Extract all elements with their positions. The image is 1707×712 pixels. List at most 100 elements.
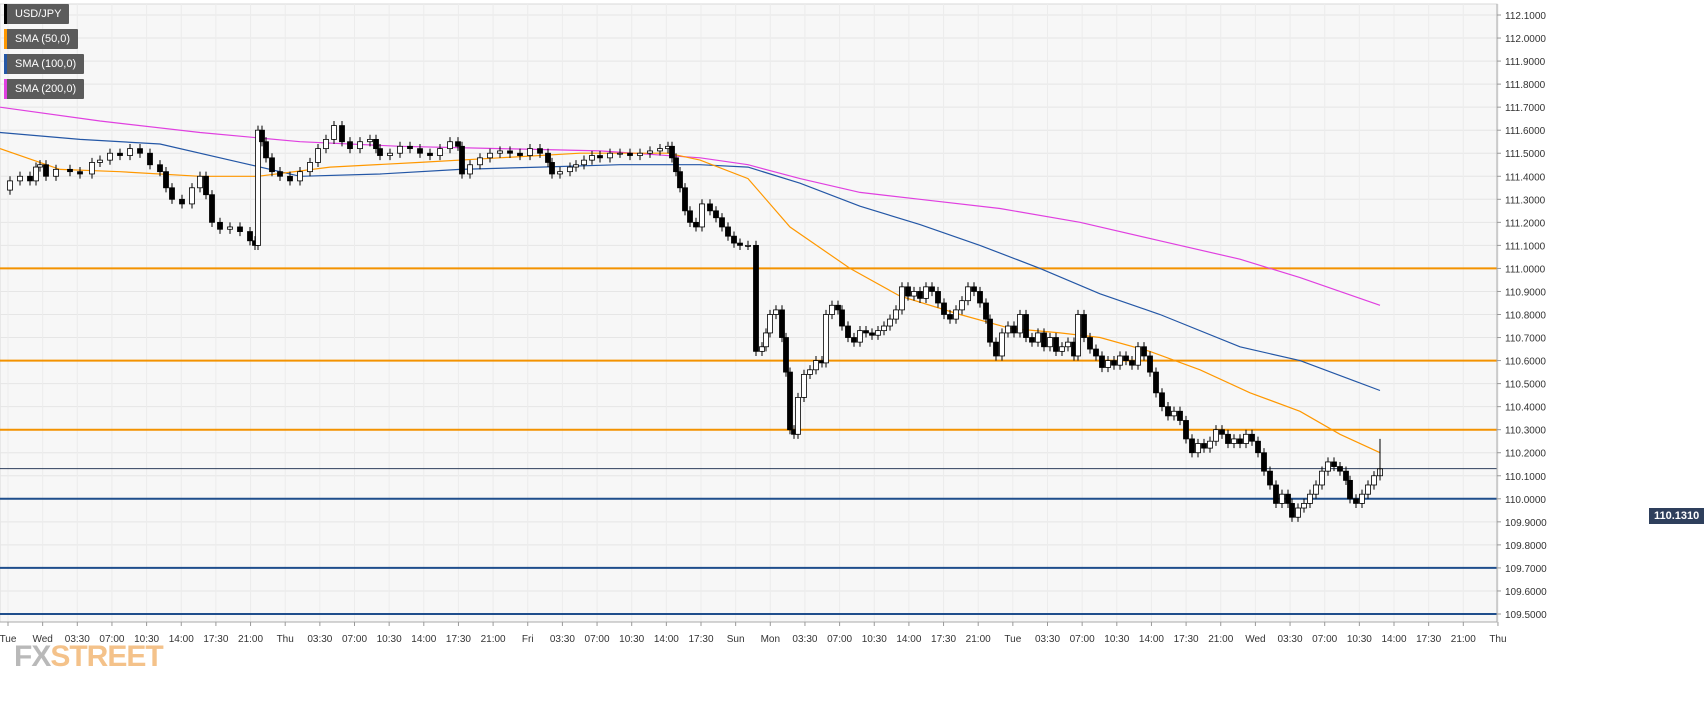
candle-body (407, 145, 413, 150)
candle-body (1141, 346, 1147, 357)
legend-swatch (4, 29, 7, 49)
logo-street: STREET (50, 640, 163, 673)
x-tick-label: 14:00 (1139, 634, 1164, 645)
candle-body (545, 152, 551, 163)
candle-body (795, 397, 801, 435)
candle-body (917, 291, 923, 299)
candle-body (487, 152, 493, 159)
last-price-badge: 110.1310 (1649, 508, 1705, 524)
y-tick-label: 111.2000 (1505, 218, 1546, 229)
candle-body (527, 148, 533, 156)
candle-body (787, 371, 793, 431)
legend-swatch (4, 79, 7, 99)
x-tick-label: 10:30 (862, 634, 887, 645)
candle-body (1313, 484, 1319, 495)
candle-body (557, 171, 563, 175)
y-tick-label: 111.9000 (1505, 57, 1546, 68)
candle-body (237, 226, 243, 232)
candle-body (1165, 406, 1171, 417)
legend-item-sma-100[interactable]: SMA (100,0) (4, 54, 85, 74)
candle-body (1343, 470, 1349, 481)
candle-body (1347, 479, 1353, 500)
x-tick-label: 14:00 (1381, 634, 1406, 645)
y-tick-label: 111.3000 (1505, 195, 1546, 206)
candle-body (1129, 360, 1135, 366)
candle-body (773, 309, 779, 315)
x-tick-label: Fri (522, 634, 534, 645)
candle-body (1171, 410, 1177, 417)
legend-item-symbol[interactable]: USD/JPY (4, 4, 70, 24)
legend: USD/JPY SMA (50,0) SMA (100,0) SMA (200,… (4, 4, 85, 104)
candle-body (581, 159, 587, 166)
candle-body (965, 286, 971, 302)
y-tick-label: 112.1000 (1505, 11, 1546, 22)
candle-body (1243, 433, 1249, 444)
candle-body (163, 171, 169, 189)
candle-body (987, 318, 993, 343)
candle-body (1285, 493, 1291, 504)
y-tick-label: 110.6000 (1505, 357, 1546, 368)
candle-body (331, 125, 337, 140)
legend-swatch (4, 54, 7, 74)
x-tick-label: 10:30 (134, 634, 159, 645)
candle-body (863, 330, 869, 334)
y-tick-label: 110.2000 (1505, 449, 1546, 460)
legend-label: SMA (200,0) (15, 83, 77, 95)
logo-fx: FX (14, 640, 51, 673)
x-tick-label: 10:30 (377, 634, 402, 645)
candle-body (467, 164, 473, 175)
candle-body (801, 373, 807, 398)
x-tick-label: 10:30 (619, 634, 644, 645)
candle-body (497, 150, 503, 154)
candle-body (455, 141, 461, 147)
y-tick-label: 109.6000 (1505, 587, 1547, 598)
y-tick-label: 110.0000 (1505, 495, 1546, 506)
candle-body (713, 210, 719, 219)
legend-label: SMA (50,0) (15, 33, 71, 45)
candle-body (1011, 325, 1017, 334)
candle-body (1207, 440, 1213, 449)
plot-area (0, 3, 1498, 623)
candle-body (719, 217, 725, 228)
x-tick-label: Mon (761, 634, 780, 645)
candle-body (37, 164, 43, 168)
x-tick-label: 07:00 (1070, 634, 1095, 645)
candle-body (537, 148, 543, 154)
candle-body (725, 226, 731, 237)
legend-item-sma-50[interactable]: SMA (50,0) (4, 29, 79, 49)
x-tick-label: 17:30 (688, 634, 713, 645)
candle-body (835, 304, 841, 311)
x-tick-label: Sun (727, 634, 745, 645)
candle-body (1065, 341, 1071, 348)
y-axis: 112.1000 112.0000 111.9000 111.8000 111.7000… (1496, 4, 1547, 622)
candle-body (737, 242, 743, 246)
candle-body (1081, 314, 1087, 338)
candle-body (1059, 346, 1065, 352)
candle-body (549, 162, 555, 175)
candle-body (373, 139, 379, 150)
candles (7, 120, 1383, 522)
candle-body (259, 129, 265, 143)
x-tick-label: 21:00 (481, 634, 506, 645)
candle-body (263, 141, 269, 159)
candle-body (217, 221, 223, 230)
x-tick-label: 21:00 (238, 634, 263, 645)
x-axis: Tue Wed 03:30 07:00 10:30 14:00 17:30 21:00 Thu 0… (0, 621, 1507, 645)
candle-body (682, 187, 688, 212)
candle-body (1041, 332, 1047, 348)
candle-body (1325, 461, 1331, 472)
x-tick-label: 21:00 (1208, 634, 1233, 645)
x-tick-label: 17:30 (931, 634, 956, 645)
y-tick-label: 110.5000 (1505, 380, 1546, 391)
candle-body (137, 148, 143, 154)
candle-body (1147, 355, 1153, 373)
candle-body (1301, 503, 1307, 509)
y-tick-label: 109.9000 (1505, 518, 1547, 529)
x-tick-label: 17:30 (1416, 634, 1441, 645)
candle-body (999, 332, 1005, 357)
legend-item-sma-200[interactable]: SMA (200,0) (4, 79, 85, 99)
candle-body (807, 369, 813, 375)
candle-body (657, 148, 663, 152)
candle-body (315, 148, 321, 163)
x-tick-label: Thu (1489, 634, 1506, 645)
